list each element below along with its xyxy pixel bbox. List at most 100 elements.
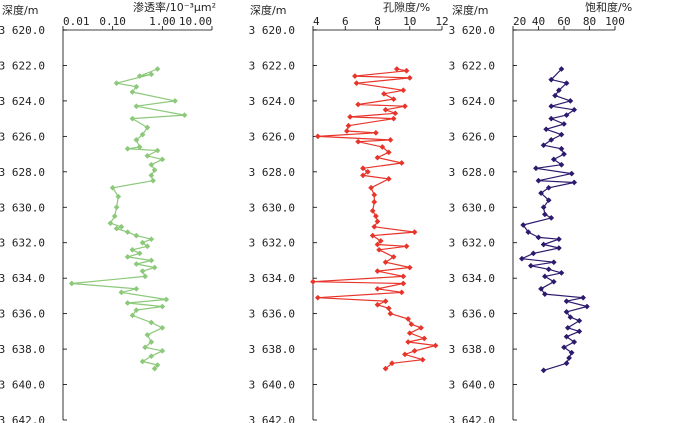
data-point <box>133 83 140 90</box>
data-point <box>129 246 136 253</box>
x-axis-title: 渗透率/10⁻³μm² <box>133 0 216 14</box>
data-point <box>561 151 567 158</box>
data-point <box>558 66 565 72</box>
x-tick-label: 10 <box>403 15 416 28</box>
data-point <box>382 298 389 305</box>
y-tick-label: 3 640.0 <box>449 379 495 392</box>
data-point <box>567 314 574 321</box>
data-point <box>541 291 548 298</box>
y-tick-label: 3 622.0 <box>449 59 495 72</box>
data-point <box>405 316 412 322</box>
data-point <box>390 115 397 122</box>
x-tick-label: 4 <box>313 15 320 28</box>
data-point <box>347 113 354 120</box>
data-point <box>408 321 415 328</box>
data-point <box>389 360 395 367</box>
data-point <box>525 229 532 236</box>
data-point <box>548 136 555 143</box>
data-point <box>540 367 547 374</box>
data-point <box>545 266 552 273</box>
data-point <box>400 280 407 287</box>
data-point <box>558 269 565 276</box>
data-point <box>392 110 399 117</box>
data-point <box>385 175 392 182</box>
data-point <box>545 197 552 204</box>
data-point <box>181 112 188 119</box>
data-point <box>564 324 571 331</box>
data-point <box>142 344 149 351</box>
y-tick-label: 3 628.0 <box>249 166 295 179</box>
data-point <box>558 131 565 138</box>
y-tick-label: 3 628.0 <box>449 166 495 179</box>
data-point <box>142 273 149 280</box>
data-point <box>118 289 125 296</box>
y-tick-label: 3 636.0 <box>249 308 295 321</box>
data-point <box>563 298 570 305</box>
x-tick-label: 0.10 <box>99 15 126 28</box>
data-point <box>133 136 140 143</box>
data-point <box>400 87 407 94</box>
data-point <box>136 144 143 150</box>
data-point <box>563 80 570 87</box>
data-point <box>148 236 155 243</box>
data-point <box>382 106 389 113</box>
data-point <box>139 131 146 138</box>
data-point <box>518 255 525 262</box>
data-point <box>550 278 557 285</box>
data-point <box>115 193 122 200</box>
data-point <box>139 358 146 365</box>
y-tick-label: 3 620.0 <box>249 24 295 37</box>
y-tick-label: 3 632.0 <box>0 237 45 250</box>
data-point <box>355 101 362 108</box>
data-point <box>421 335 428 342</box>
y-tick-label: 3 632.0 <box>249 237 295 250</box>
data-point <box>139 268 146 275</box>
data-point <box>555 87 562 94</box>
data-point <box>151 264 158 271</box>
data-point <box>563 308 570 315</box>
y-tick-label: 3 620.0 <box>0 24 45 37</box>
data-point <box>558 161 565 168</box>
y-tick-label: 3 636.0 <box>449 308 495 321</box>
data-point <box>541 273 548 280</box>
data-point <box>576 317 583 324</box>
data-point <box>563 112 570 119</box>
chart-panel-2: 深度/m 孔隙度/% 4 6 8 10 12 3 620.0 3 622.0 3 624.0 3 6… <box>249 0 449 423</box>
data-point <box>109 184 116 191</box>
y-axis-title: 深度/m <box>250 3 286 17</box>
y-tick-label: 3 624.0 <box>0 95 45 108</box>
data-point <box>159 347 166 354</box>
data-point <box>159 303 166 310</box>
data-point <box>548 115 555 122</box>
data-point <box>385 149 392 156</box>
data-point <box>360 172 366 179</box>
y-tick-label: 3 634.0 <box>249 272 295 285</box>
data-point <box>400 273 407 280</box>
y-tick-label: 3 638.0 <box>449 343 495 356</box>
data-point <box>151 167 158 173</box>
data-point <box>387 310 394 317</box>
series-line <box>71 68 186 369</box>
data-point <box>390 253 397 260</box>
data-point <box>374 241 381 248</box>
data-point <box>113 225 120 232</box>
y-tick-label: 3 630.0 <box>449 201 495 214</box>
data-point <box>124 145 131 152</box>
x-tick-label: 60 <box>557 15 570 28</box>
data-point <box>555 245 562 251</box>
data-point <box>124 253 131 260</box>
data-point <box>380 90 387 97</box>
y-axis-title: 深度/m <box>452 3 488 17</box>
data-point <box>382 365 389 372</box>
data-point <box>139 239 146 246</box>
data-point <box>561 344 567 351</box>
data-point <box>419 356 426 363</box>
data-point <box>548 214 555 221</box>
data-point <box>118 223 125 230</box>
y-tick-label: 3 624.0 <box>449 95 495 108</box>
y-tick-label: 3 622.0 <box>0 59 45 72</box>
x-tick-label: 10.00 <box>179 15 212 28</box>
data-point <box>576 328 583 335</box>
data-point <box>129 89 136 95</box>
data-point <box>148 257 155 264</box>
